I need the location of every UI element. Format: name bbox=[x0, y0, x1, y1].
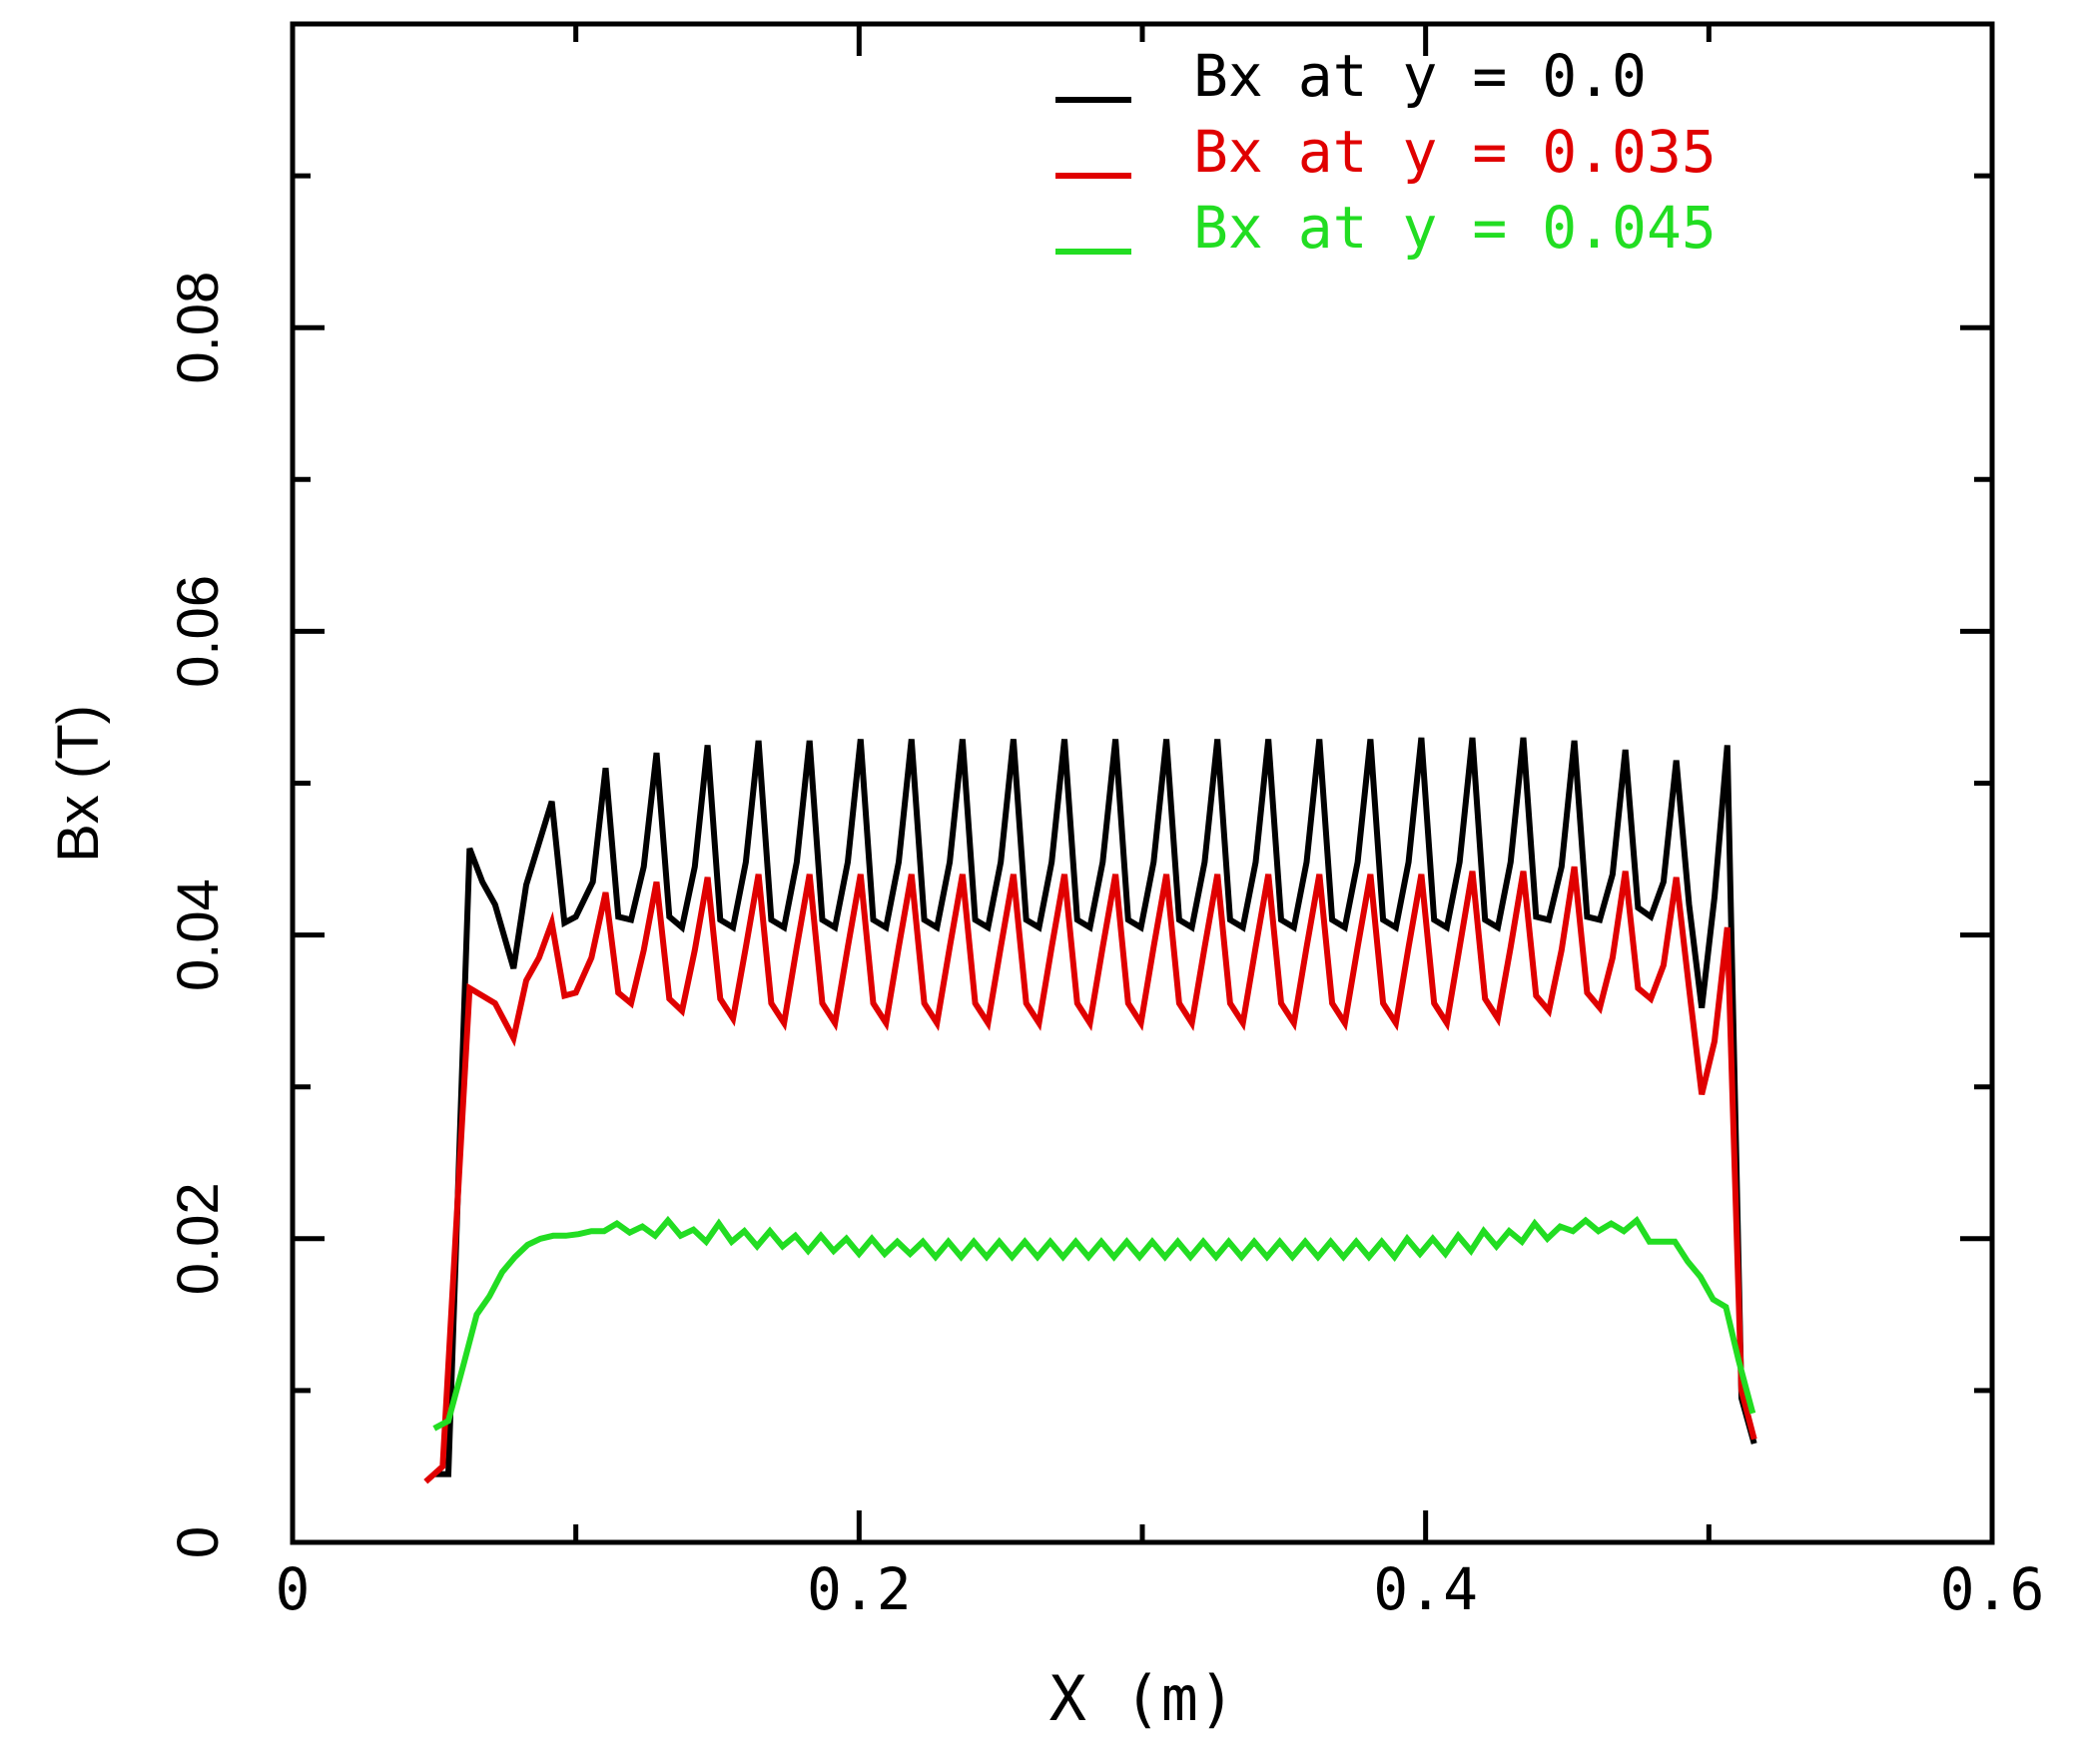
plot-frame bbox=[290, 21, 1995, 1545]
y-tick-labels: 0 0.02 0.04 0.06 0.08 bbox=[166, 272, 231, 1558]
y-tick-label: 0 bbox=[166, 1526, 231, 1558]
y-axis-label: Bx (T) bbox=[46, 705, 111, 863]
series-line-3 bbox=[432, 1215, 1756, 1432]
x-tick-label: 0.2 bbox=[807, 1555, 912, 1623]
y-tick-label: 0.08 bbox=[166, 272, 231, 384]
series-layer bbox=[423, 737, 1757, 1484]
x-tick-labels: 0 0.2 0.4 0.6 bbox=[276, 1555, 2045, 1623]
y-tick-label: 0.02 bbox=[166, 1182, 231, 1295]
series-line-1 bbox=[433, 737, 1757, 1477]
y-tick-label: 0.04 bbox=[166, 879, 231, 991]
x-tick-label: 0.4 bbox=[1373, 1555, 1478, 1623]
series-line-2 bbox=[423, 866, 1757, 1484]
legend-label-3: Bx at y = 0.045 bbox=[1193, 194, 1717, 262]
x-tick-label: 0 bbox=[276, 1555, 311, 1623]
y-tick-label: 0.06 bbox=[166, 575, 231, 688]
legend: Bx at y = 0.0 Bx at y = 0.035 Bx at y = 0.… bbox=[1055, 42, 1717, 262]
x-tick-label: 0.6 bbox=[1940, 1555, 2045, 1623]
legend-label-1: Bx at y = 0.0 bbox=[1193, 42, 1647, 110]
legend-label-2: Bx at y = 0.035 bbox=[1193, 118, 1717, 186]
x-axis-label: X (m) bbox=[1049, 1662, 1236, 1735]
